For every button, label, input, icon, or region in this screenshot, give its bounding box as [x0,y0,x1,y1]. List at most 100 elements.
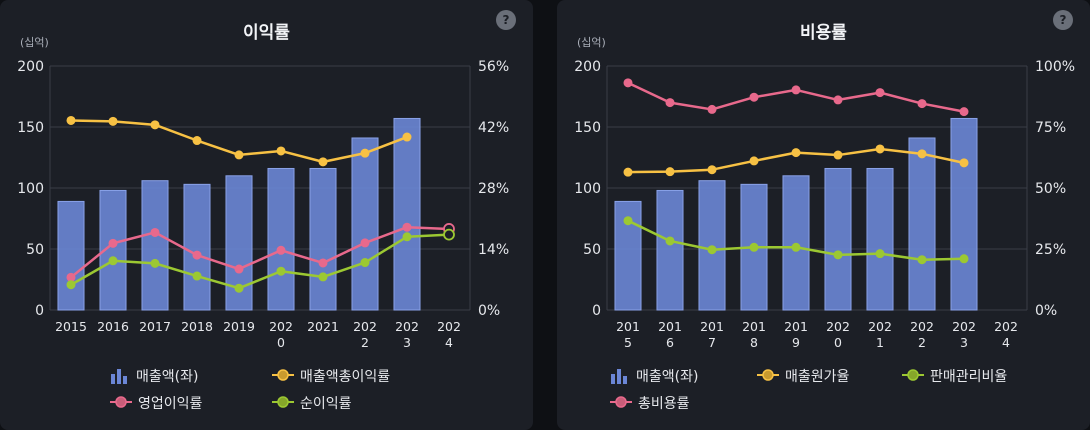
x-tick-label: 0 [834,335,842,350]
x-tick-label: 202 [952,319,976,334]
x-tick-label: 7 [708,335,716,350]
data-point [234,283,244,293]
cost-ratio-chart: 200150100500100%75%50%25%0%2015201620172… [574,59,1075,350]
profit-margin-panel: 이익률 ? (십억) 200 150 100 50 0 56% 42% 28% 14% 0% 201… [0,0,533,430]
line-dot-icon [902,368,924,386]
left-tick-label: 200 [574,59,601,75]
legend-label: 매출액총이익률 [300,369,391,385]
left-tick-label: 150 [574,120,601,136]
bar [351,137,379,311]
x-tick-label: 202 [910,319,934,334]
unit-label: (십억) [20,36,49,49]
left-tick-label: 200 [17,59,44,75]
data-point [402,132,412,142]
x-tick-label: 201 [784,319,808,334]
left-tick-label: 100 [574,181,601,197]
legend-label: 판매관리비율 [930,369,1008,385]
bar [908,137,936,311]
left-tick-label: 50 [26,242,44,258]
legend-label: 총비용률 [638,396,690,412]
legend-item-cogs-ratio[interactable]: 매출원가율 [757,366,849,386]
data-point [623,167,633,177]
data-point [234,264,244,274]
legend-item-operating-margin[interactable]: 영업이익률 [110,393,202,413]
data-point [917,255,927,265]
data-point [791,148,801,158]
right-tick-label: 28% [478,181,509,197]
data-point [108,256,118,266]
x-tick-label: 2018 [181,319,213,334]
left-tick-label: 100 [17,181,44,197]
x-tick-label: 202 [353,319,377,334]
legend-item-sales[interactable]: 매출액(좌) [610,366,698,388]
data-point [749,242,759,252]
line-dot-icon [610,395,632,413]
bar [57,200,85,311]
data-point [665,98,675,108]
data-point [833,150,843,160]
data-point [833,95,843,105]
data-point [150,120,160,130]
right-tick-label: 42% [478,120,509,136]
data-point [875,144,885,154]
data-point [707,104,717,114]
x-tick-label: 8 [750,335,758,350]
legend-item-net-margin[interactable]: 순이익률 [272,393,352,413]
x-tick-label: 201 [616,319,640,334]
bar [824,167,852,311]
x-tick-label: 2015 [55,319,87,334]
help-icon[interactable]: ? [496,10,516,30]
legend-label: 순이익률 [300,396,352,412]
data-point [959,254,969,264]
left-tick-label: 50 [583,242,601,258]
x-tick-label: 202 [994,319,1018,334]
legend-item-total-cost-ratio[interactable]: 총비용률 [610,393,690,413]
data-point [276,266,286,276]
right-tick-label: 56% [478,59,509,75]
right-tick-label: 14% [478,242,509,258]
x-tick-label: 201 [742,319,766,334]
legend-item-sales[interactable]: 매출액(좌) [110,366,198,388]
data-point [192,271,202,281]
data-point [150,227,160,237]
data-point [150,258,160,268]
right-tick-label: 100% [1035,59,1075,75]
bar [866,167,894,311]
x-tick-label: 2019 [223,319,255,334]
right-tick-label: 50% [1035,181,1066,197]
data-point [108,116,118,126]
x-tick-label: 201 [658,319,682,334]
data-point [318,258,328,268]
x-tick-label: 202 [269,319,293,334]
bar [267,167,295,311]
x-tick-label: 9 [792,335,800,350]
data-point [66,280,76,290]
data-point [443,228,455,241]
help-icon[interactable]: ? [1053,10,1073,30]
right-tick-label: 25% [1035,242,1066,258]
bar [141,180,169,311]
data-point [360,148,370,158]
bar-icon [110,366,130,388]
right-tick-label: 0% [478,303,500,319]
legend-item-sga-ratio[interactable]: 판매관리비율 [902,366,1007,386]
data-point [402,222,412,232]
data-point [875,88,885,98]
x-tick-label: 3 [960,335,968,350]
data-point [665,236,675,246]
data-point [318,157,328,167]
line-dot-icon [757,368,779,386]
data-point [959,107,969,117]
x-tick-label: 1 [876,335,884,350]
data-point [707,245,717,255]
x-tick-label: 5 [624,335,632,350]
data-point [276,245,286,255]
chart-title: 이익률 [243,23,290,43]
line-dot-icon [272,368,294,386]
chart-title: 비용률 [800,23,847,43]
legend-label: 매출액(좌) [636,369,699,385]
x-tick-label: 202 [437,319,461,334]
legend-item-gross-margin[interactable]: 매출액총이익률 [272,366,390,386]
data-point [318,272,328,282]
